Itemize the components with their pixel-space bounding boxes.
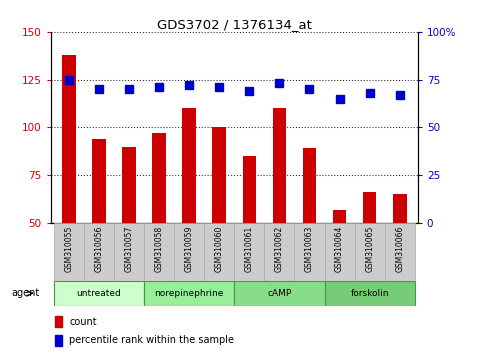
Bar [333, 210, 346, 223]
Bar [62, 55, 75, 223]
Text: GSM310065: GSM310065 [365, 226, 374, 272]
Text: GSM310055: GSM310055 [64, 226, 73, 272]
Bar [55, 316, 62, 327]
Text: GSM310061: GSM310061 [245, 226, 254, 272]
Text: count: count [69, 316, 97, 327]
Text: norepinephrine: norepinephrine [155, 289, 224, 298]
Text: percentile rank within the sample: percentile rank within the sample [69, 335, 234, 346]
FancyBboxPatch shape [144, 223, 174, 281]
FancyBboxPatch shape [114, 223, 144, 281]
FancyBboxPatch shape [204, 223, 234, 281]
FancyBboxPatch shape [295, 223, 325, 281]
Text: GSM310064: GSM310064 [335, 226, 344, 272]
Title: GDS3702 / 1376134_at: GDS3702 / 1376134_at [157, 18, 312, 31]
Text: GSM310063: GSM310063 [305, 226, 314, 272]
Text: forskolin: forskolin [350, 289, 389, 298]
FancyBboxPatch shape [355, 223, 384, 281]
Text: GSM310058: GSM310058 [155, 226, 164, 272]
Text: GSM310059: GSM310059 [185, 226, 194, 272]
Text: GSM310057: GSM310057 [125, 226, 133, 272]
FancyBboxPatch shape [384, 223, 415, 281]
FancyBboxPatch shape [264, 223, 295, 281]
FancyBboxPatch shape [325, 281, 415, 306]
FancyBboxPatch shape [54, 223, 84, 281]
Bar [363, 193, 376, 223]
Bar [152, 133, 166, 223]
FancyBboxPatch shape [174, 223, 204, 281]
FancyBboxPatch shape [234, 281, 325, 306]
FancyBboxPatch shape [325, 223, 355, 281]
Text: cAMP: cAMP [267, 289, 292, 298]
Bar [213, 127, 226, 223]
Text: untreated: untreated [76, 289, 121, 298]
Bar [393, 194, 407, 223]
Text: GSM310062: GSM310062 [275, 226, 284, 272]
Text: GSM310066: GSM310066 [395, 226, 404, 272]
Text: GSM310056: GSM310056 [94, 226, 103, 272]
Bar [55, 335, 62, 346]
Text: agent: agent [11, 288, 40, 298]
Bar [272, 108, 286, 223]
Text: GSM310060: GSM310060 [215, 226, 224, 272]
Bar [303, 148, 316, 223]
Bar [183, 108, 196, 223]
FancyBboxPatch shape [234, 223, 264, 281]
Bar [242, 156, 256, 223]
Bar [92, 139, 106, 223]
FancyBboxPatch shape [144, 281, 234, 306]
FancyBboxPatch shape [84, 223, 114, 281]
Bar [122, 147, 136, 223]
FancyBboxPatch shape [54, 281, 144, 306]
